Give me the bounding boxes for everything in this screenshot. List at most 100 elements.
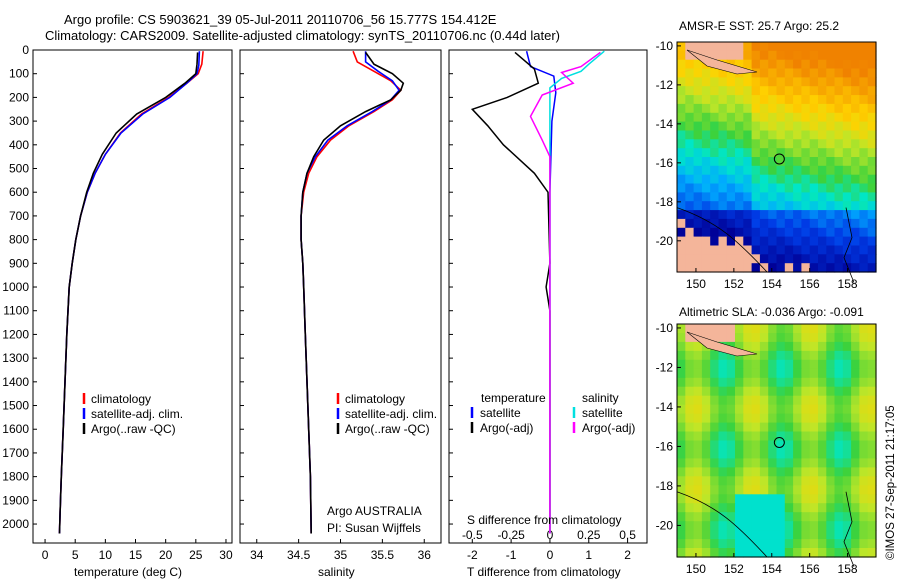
map-cell [710, 245, 720, 255]
map-cell [859, 485, 869, 495]
map-cell [710, 112, 720, 123]
map-cell [685, 503, 695, 513]
map-cell [842, 157, 852, 167]
map-cell [809, 530, 819, 540]
map-cell [735, 476, 744, 486]
map-cell [818, 521, 827, 531]
map-cell [677, 254, 686, 264]
map-cell [743, 368, 753, 379]
legend-label: satellite [582, 406, 623, 420]
map-cell [718, 395, 728, 406]
map-cell [735, 77, 744, 87]
map-cell [809, 440, 819, 451]
map-cell [743, 404, 753, 415]
map-cell [842, 103, 852, 114]
argo-org-label: Argo AUSTRALIA [327, 504, 422, 518]
map-cell [809, 359, 819, 370]
map-cell [842, 539, 852, 549]
map-cell [851, 485, 860, 495]
map-cell [776, 227, 786, 238]
map-cell [842, 112, 852, 123]
map-cell [801, 333, 811, 343]
map-cell [776, 245, 786, 255]
map-cell [851, 86, 860, 96]
map-cell [818, 512, 827, 522]
map-cell [726, 359, 736, 370]
map-cell [677, 548, 686, 558]
map-cell [768, 512, 778, 522]
map-cell [718, 218, 728, 229]
map-cell [859, 476, 869, 486]
map-cell [718, 201, 728, 211]
map-cell [826, 68, 836, 78]
sla-map: Altimetric SLA: -0.036 Argo: -0.091 150 1… [656, 305, 877, 576]
map-cell [677, 245, 686, 255]
map-cell [743, 350, 753, 361]
map-cell [759, 183, 769, 193]
map-cell [859, 413, 869, 424]
map-cell [809, 86, 819, 96]
map-cell [809, 350, 819, 361]
map-cell [859, 148, 869, 158]
map-cell [710, 458, 720, 468]
map-cell [735, 218, 744, 229]
map-cell [793, 218, 802, 229]
map-cell [726, 103, 736, 114]
t-diff-xlabel: T difference from climatology [467, 565, 621, 579]
map-cell [759, 165, 769, 176]
map-cell [768, 139, 778, 149]
map-cell [851, 148, 860, 158]
map-cell [735, 174, 744, 185]
map-cell [818, 386, 827, 397]
map-cell [710, 368, 720, 379]
series-line-s-satellite [549, 50, 605, 534]
map-cell [826, 201, 836, 211]
map-cell [751, 350, 761, 361]
map-cell [867, 157, 877, 167]
map-cell [834, 341, 844, 352]
map-cell [735, 324, 744, 334]
map-cell [759, 386, 769, 397]
lon-tick-label: 152 [724, 277, 744, 291]
y-tick-label: 300 [9, 114, 29, 128]
map-cell [801, 359, 811, 370]
map-cell [701, 42, 711, 52]
map-cell [710, 404, 720, 415]
map-cell [685, 254, 695, 264]
map-cell [726, 192, 736, 202]
map-cell [851, 503, 860, 513]
map-cell [842, 333, 852, 343]
map-cell [851, 263, 860, 273]
map-cell [685, 512, 695, 522]
map-cell [735, 130, 744, 140]
map-cell [851, 139, 860, 149]
map-cell [859, 512, 869, 522]
map-cell [826, 341, 836, 352]
map-cell [776, 530, 786, 540]
map-cell [726, 245, 736, 255]
map-cell [726, 395, 736, 406]
map-cell [851, 440, 860, 451]
map-cell [751, 201, 761, 211]
map-cell [768, 350, 778, 361]
x-tick-label: 10 [99, 548, 113, 562]
x-tick-label: 35 [334, 548, 348, 562]
map-cell [809, 42, 819, 52]
s-diff-tick-label: 0 [547, 528, 554, 542]
map-cell [768, 359, 778, 370]
map-cell [743, 148, 753, 158]
map-cell [751, 165, 761, 176]
y-tick-label: 900 [9, 256, 29, 270]
map-cell [851, 333, 860, 343]
map-cell [851, 521, 860, 531]
map-cell [768, 467, 778, 477]
map-cell [834, 139, 844, 149]
map-cell [693, 485, 703, 495]
map-cell [726, 333, 736, 343]
map-cell [809, 377, 819, 388]
map-cell [859, 377, 869, 388]
map-cell [718, 227, 728, 238]
map-cell [834, 530, 844, 540]
map-cell [801, 245, 811, 255]
map-cell [793, 467, 802, 477]
